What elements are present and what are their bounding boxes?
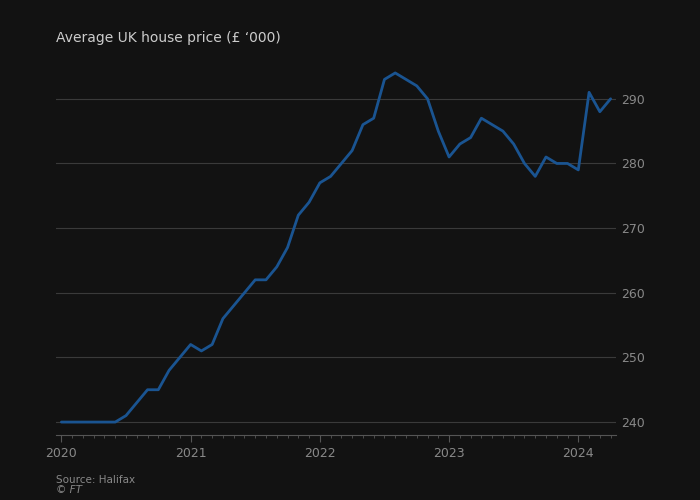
Text: Average UK house price (£ ‘000): Average UK house price (£ ‘000)	[56, 31, 281, 45]
Text: Source: Halifax: Source: Halifax	[56, 475, 135, 485]
Text: © FT: © FT	[56, 485, 82, 495]
